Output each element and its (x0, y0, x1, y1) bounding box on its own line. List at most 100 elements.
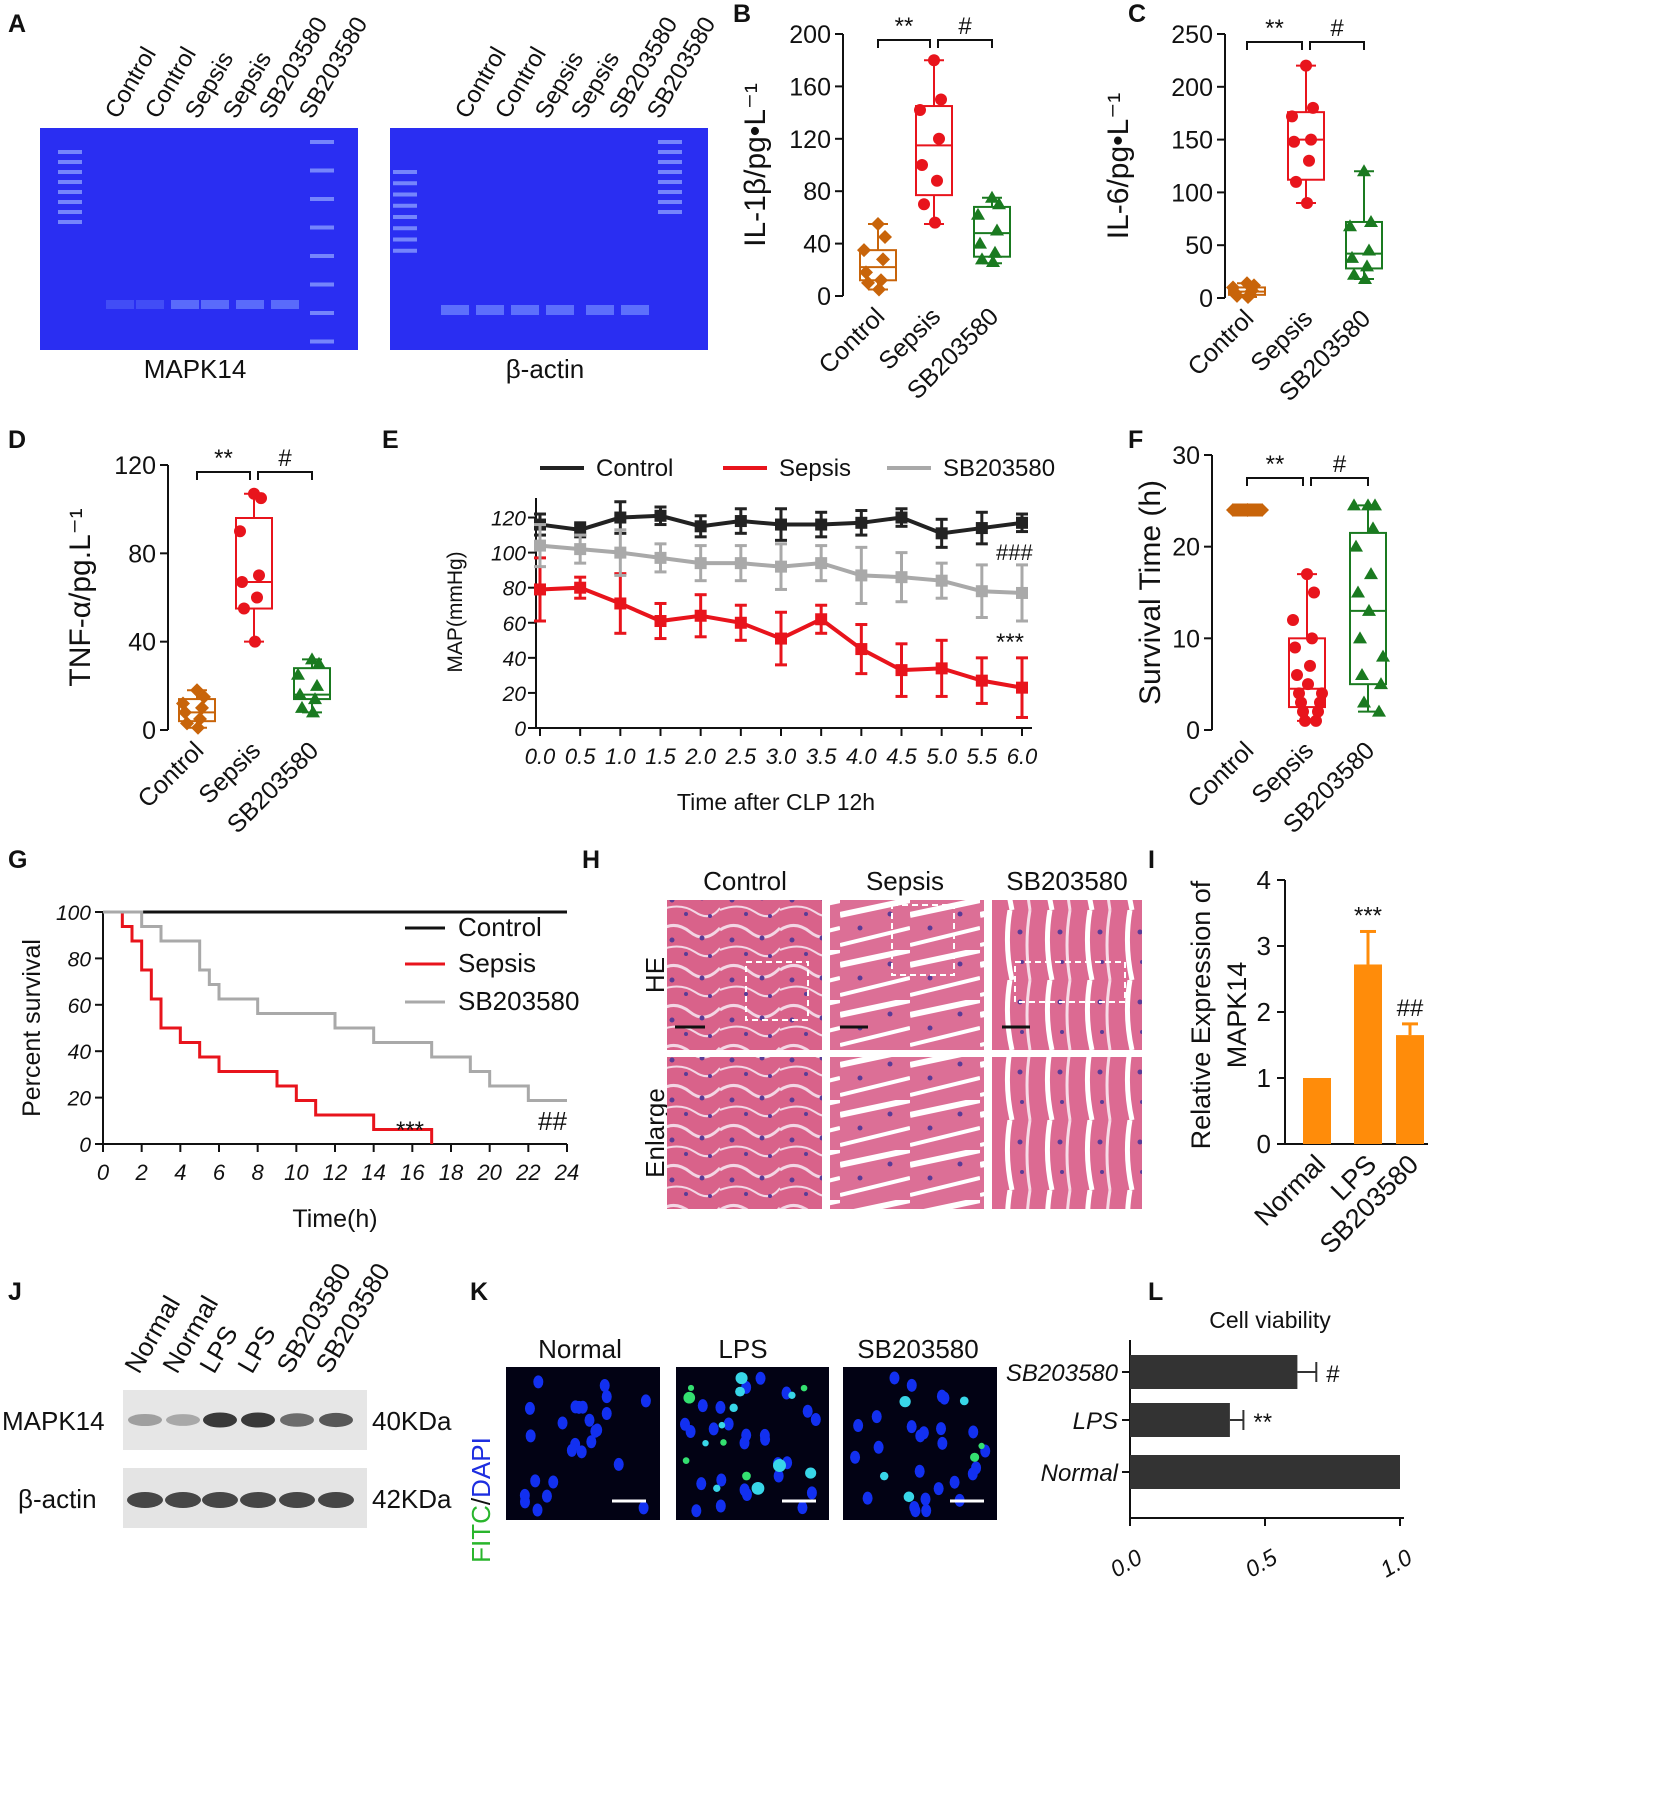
data-point (1289, 641, 1301, 654)
dapi-nucleus (592, 1423, 603, 1437)
ladder-band (58, 220, 82, 224)
significance-mark: # (958, 13, 972, 40)
x-tick-label: 0.0 (1106, 1544, 1147, 1583)
y-tick-label: 120 (491, 508, 526, 531)
legend-label: Control (458, 912, 542, 942)
data-point (293, 687, 307, 700)
significance-bracket (1246, 477, 1304, 486)
sample-band (441, 305, 469, 315)
data-point (992, 197, 1006, 210)
data-point (929, 216, 941, 229)
y-tick-label: 100 (1171, 179, 1213, 207)
data-point (574, 581, 587, 594)
data-point (1357, 695, 1371, 708)
dapi-nucleus (524, 1401, 535, 1415)
data-point (775, 560, 787, 573)
data-point (295, 700, 309, 713)
dapi-nucleus (936, 1422, 947, 1436)
data-point (1297, 705, 1309, 718)
data-point (855, 569, 868, 582)
data-point (871, 216, 885, 231)
panel-e-map-lineplot: E 0 20 40 60 80 100 120 0.0 0.5 1.0 1.5 2.0 2.5 3.0 3.5… (382, 426, 1055, 815)
fitc-positive-cell (805, 1467, 817, 1479)
data-point (310, 678, 324, 691)
data-point (251, 591, 263, 604)
panel-h: H Control Sepsis SB203580 HE Enlarge (582, 846, 1142, 1209)
x-category-label: Control (1182, 304, 1259, 381)
fluor-image-normal (506, 1367, 660, 1520)
blot-bands (127, 1412, 354, 1508)
enlarge-image-control (667, 1057, 822, 1209)
y-tick-label: 20 (67, 1088, 92, 1111)
data-point (1299, 714, 1311, 727)
dapi-nucleus (640, 1394, 651, 1408)
data-point (985, 190, 999, 203)
fitc-positive-cell (959, 1396, 969, 1406)
gel-image-beta-actin (390, 128, 708, 350)
x-tick-label: 10 (284, 1160, 309, 1185)
ladder-band (58, 190, 82, 194)
significance-mark: ### (996, 540, 1033, 565)
blot-band-beta-actin (165, 1492, 201, 1508)
significance-bracket (196, 471, 251, 480)
dapi-nucleus (601, 1390, 612, 1404)
data-point (1291, 669, 1303, 681)
data-point (574, 523, 587, 536)
data-point (933, 132, 945, 145)
legend-label: SB203580 (458, 986, 579, 1016)
dapi-nucleus (906, 1378, 917, 1392)
data-point (971, 207, 985, 220)
panel-a: A ControlControlSepsisSepsisSB203580SB20… (8, 10, 721, 384)
dapi-nucleus (873, 1440, 884, 1454)
blot-band-mapk14 (241, 1412, 275, 1428)
panel-letter-k: K (470, 1278, 488, 1306)
data-point (895, 664, 908, 677)
histology-col-sepsis: Sepsis (866, 866, 944, 896)
y-tick-label: 160 (789, 73, 831, 101)
data-point (988, 245, 1002, 258)
data-point (694, 520, 707, 533)
x-axis-label: Time after CLP 12h (677, 789, 875, 815)
data-point (1287, 614, 1299, 626)
data-point (1305, 133, 1317, 146)
fitc-positive-cell (742, 1471, 751, 1481)
y-tick-label: 200 (789, 21, 831, 49)
y-axis-label: Relative Expression of (1186, 880, 1216, 1149)
x-tick-label: 20 (476, 1160, 502, 1185)
panel-letter-h: H (582, 846, 600, 874)
data-point (1357, 164, 1371, 177)
dapi-nucleus (541, 1489, 552, 1503)
y-tick-label: 80 (803, 178, 831, 206)
gel-left-caption: MAPK14 (144, 354, 247, 384)
survival-curve-sepsis (103, 910, 434, 1144)
data-point (1376, 649, 1390, 662)
blot-row-label-mapk14: MAPK14 (2, 1406, 105, 1436)
data-point (935, 662, 948, 675)
blot-band-mapk14 (280, 1413, 314, 1427)
x-tick-label: 5.5 (967, 744, 998, 769)
data-point (855, 516, 868, 529)
dapi-nucleus (586, 1435, 597, 1449)
data-point (312, 656, 326, 669)
fitc-positive-cell (720, 1439, 727, 1446)
x-tick-label: 14 (361, 1160, 385, 1185)
x-tick-label: 6 (213, 1160, 226, 1185)
significance-mark: ** (1266, 451, 1285, 478)
dapi-nucleus (532, 1503, 543, 1517)
y-tick-label: 200 (1171, 74, 1213, 102)
chart-title: Cell viability (1209, 1307, 1331, 1333)
data-point (534, 583, 546, 596)
data-point (1353, 631, 1367, 644)
bar (1396, 1035, 1424, 1144)
significance-mark: # (1333, 451, 1347, 478)
enlarge-image-sb203580 (992, 1057, 1142, 1209)
dapi-nucleus (937, 1436, 948, 1450)
data-point (1364, 567, 1378, 580)
blot-band-beta-actin (240, 1492, 276, 1508)
x-tick-label: 0.5 (1241, 1544, 1282, 1583)
dapi-nucleus (573, 1400, 584, 1414)
x-tick-label: 18 (439, 1160, 464, 1185)
data-point (1308, 586, 1320, 599)
data-point (1238, 503, 1252, 517)
data-point (234, 525, 246, 538)
